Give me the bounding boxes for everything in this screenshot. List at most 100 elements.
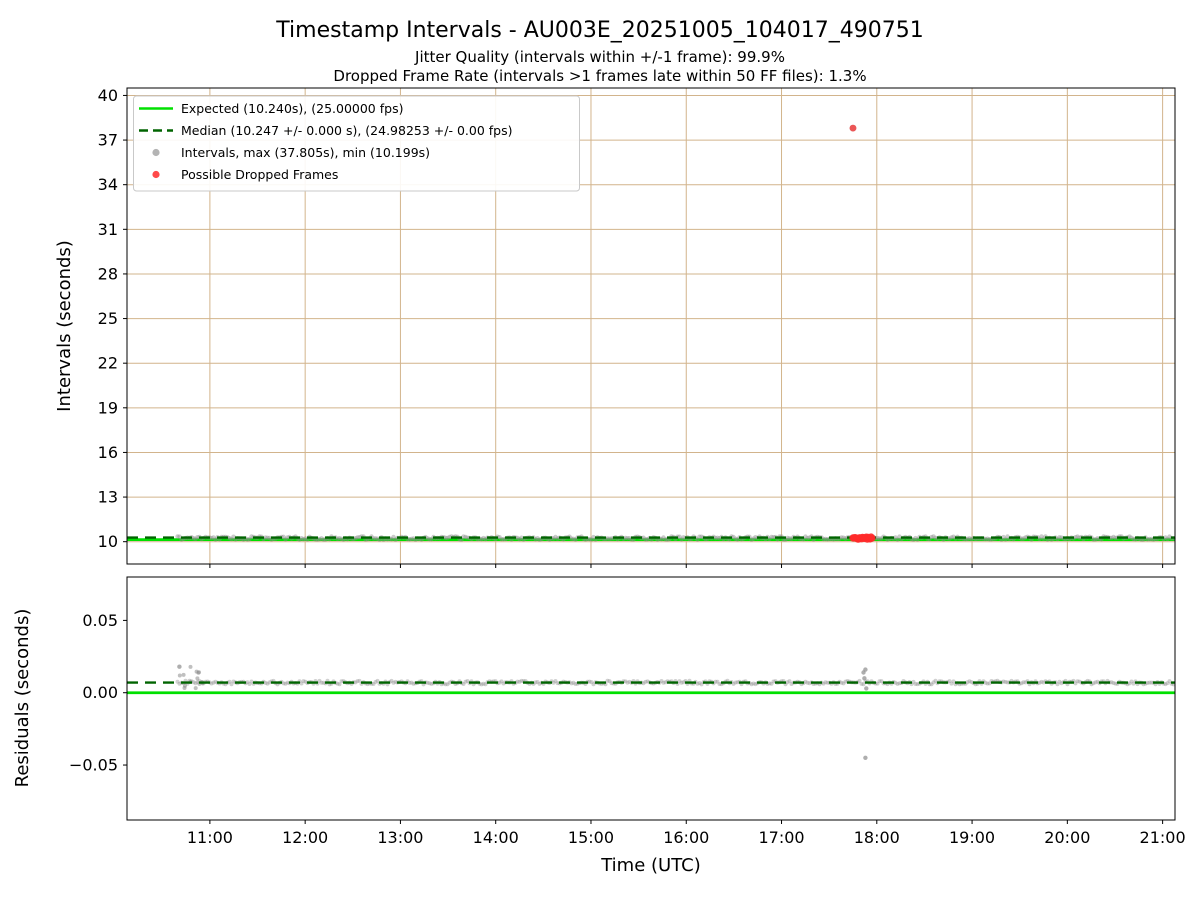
residual-point bbox=[175, 679, 180, 684]
residual-point bbox=[897, 681, 902, 686]
residual-point bbox=[1075, 679, 1080, 684]
residual-point bbox=[427, 681, 432, 686]
interval-point bbox=[265, 535, 270, 540]
residual-point bbox=[553, 679, 558, 683]
residual-point bbox=[357, 678, 362, 683]
residual-point bbox=[857, 678, 862, 683]
residual-point bbox=[951, 679, 956, 684]
interval-point bbox=[607, 536, 612, 541]
interval-point bbox=[713, 535, 718, 541]
residual-point bbox=[785, 680, 790, 685]
residual-point bbox=[321, 680, 326, 685]
residual-point bbox=[501, 681, 506, 686]
interval-point bbox=[1005, 534, 1010, 539]
residual-point bbox=[299, 681, 304, 686]
residual-point bbox=[875, 681, 880, 686]
interval-point bbox=[1129, 535, 1134, 540]
residual-point bbox=[231, 679, 236, 684]
interval-point bbox=[301, 536, 306, 542]
x-tick-label: 14:00 bbox=[473, 828, 519, 847]
interval-point bbox=[681, 535, 686, 540]
residual-point bbox=[1019, 681, 1024, 686]
residual-point bbox=[1163, 682, 1168, 687]
legend-expected-label: Expected (10.240s), (25.00000 fps) bbox=[181, 101, 403, 116]
interval-point bbox=[735, 537, 740, 542]
interval-point bbox=[967, 536, 972, 541]
interval-point bbox=[375, 536, 380, 541]
residual-point bbox=[749, 682, 754, 687]
interval-point bbox=[785, 535, 790, 541]
interval-point bbox=[389, 536, 394, 542]
interval-point bbox=[497, 535, 502, 540]
residual-point bbox=[443, 682, 448, 687]
interval-point bbox=[483, 536, 488, 542]
interval-point bbox=[983, 536, 988, 542]
residual-point bbox=[969, 680, 974, 685]
residual-point bbox=[461, 682, 466, 686]
interval-point bbox=[573, 537, 578, 542]
interval-point bbox=[731, 534, 736, 540]
residual-point bbox=[1041, 680, 1046, 685]
residual-point bbox=[481, 681, 486, 686]
y-tick-label: 16 bbox=[98, 443, 118, 462]
residual-point bbox=[1129, 679, 1134, 684]
residual-point bbox=[983, 680, 988, 685]
interval-point bbox=[605, 536, 610, 541]
residual-point bbox=[479, 682, 484, 687]
interval-point bbox=[193, 536, 198, 541]
interval-point bbox=[229, 536, 234, 542]
residual-notable-point bbox=[864, 686, 869, 691]
interval-point bbox=[661, 535, 666, 540]
residual-notable-point bbox=[863, 667, 868, 672]
x-tick-label: 21:00 bbox=[1140, 828, 1186, 847]
interval-point bbox=[695, 537, 700, 542]
residual-point bbox=[1091, 681, 1096, 686]
residual-point bbox=[391, 680, 396, 685]
residual-point bbox=[607, 679, 612, 684]
residual-point bbox=[213, 679, 218, 684]
interval-point bbox=[769, 534, 774, 540]
interval-point bbox=[807, 535, 812, 540]
interval-point bbox=[175, 534, 180, 539]
residual-point bbox=[1145, 680, 1150, 685]
residual-point bbox=[913, 682, 918, 686]
intervals-plot-frame bbox=[126, 87, 1176, 565]
residual-point bbox=[181, 672, 186, 677]
interval-point bbox=[879, 536, 884, 541]
residual-point bbox=[1165, 681, 1170, 686]
legend-dropped-frames-marker bbox=[152, 170, 160, 179]
legend-intervals-marker bbox=[152, 148, 160, 157]
interval-point bbox=[1113, 535, 1118, 541]
interval-point bbox=[789, 536, 794, 541]
interval-point bbox=[479, 536, 484, 542]
interval-point bbox=[1055, 536, 1060, 542]
legend-dropped-frames-label: Possible Dropped Frames bbox=[181, 167, 338, 182]
interval-point bbox=[1147, 536, 1152, 542]
interval-point bbox=[249, 534, 254, 539]
residual-point bbox=[933, 678, 938, 683]
residual-point bbox=[265, 681, 270, 686]
interval-point bbox=[947, 536, 952, 541]
residual-point bbox=[789, 682, 794, 686]
residual-point bbox=[1039, 679, 1044, 684]
interval-point bbox=[465, 535, 470, 540]
interval-point bbox=[429, 536, 434, 542]
interval-point bbox=[427, 536, 432, 542]
residual-point bbox=[1111, 681, 1116, 685]
residual-point bbox=[1037, 680, 1042, 685]
residual-point bbox=[447, 680, 452, 685]
interval-point bbox=[1003, 537, 1008, 542]
residual-point bbox=[517, 679, 522, 684]
interval-point bbox=[1127, 534, 1132, 539]
y-tick-label: 25 bbox=[98, 309, 118, 328]
interval-point bbox=[1095, 536, 1100, 541]
residual-point bbox=[373, 680, 378, 684]
residual-point bbox=[1167, 679, 1172, 684]
interval-point bbox=[407, 537, 412, 542]
residual-point bbox=[771, 679, 776, 684]
residual-point bbox=[195, 676, 200, 681]
interval-point bbox=[843, 536, 848, 541]
residual-point bbox=[409, 680, 414, 685]
y-tick-label: 13 bbox=[98, 488, 118, 507]
x-tick-label: 15:00 bbox=[568, 828, 614, 847]
